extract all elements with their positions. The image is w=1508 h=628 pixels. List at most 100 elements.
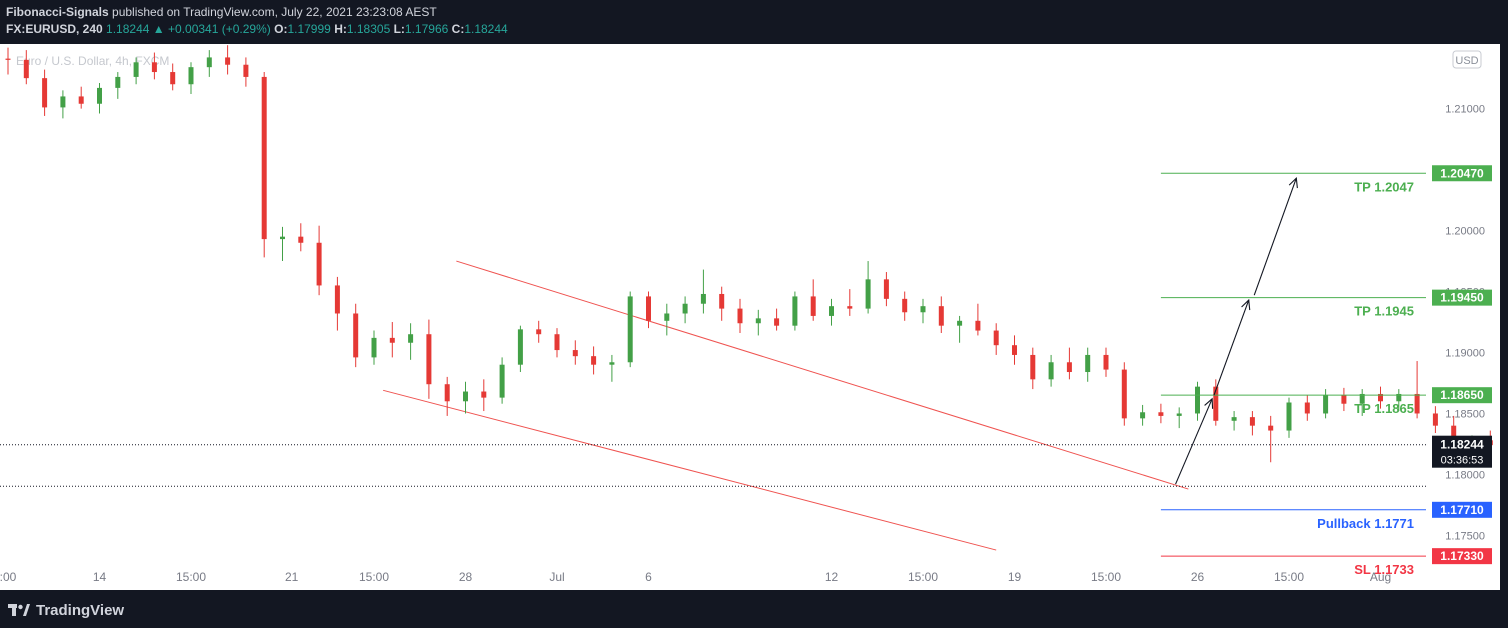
candle-body	[664, 313, 670, 321]
level-label-sl: SL 1.1733	[1354, 562, 1414, 577]
candle-body	[133, 62, 139, 77]
candle-body	[883, 279, 889, 299]
candle-body	[371, 337, 377, 358]
currency-button[interactable]	[1452, 50, 1482, 69]
candle-body	[298, 236, 304, 243]
candle-body	[353, 313, 359, 358]
candle-body	[481, 391, 487, 398]
candle-body	[78, 96, 84, 104]
candle-body	[810, 296, 816, 316]
trend-channel[interactable]	[383, 260, 1189, 551]
candle-body	[700, 293, 706, 304]
tradingview-logo-icon	[8, 604, 30, 616]
candle-body	[957, 320, 963, 326]
tradingview-brand[interactable]: TradingView	[36, 601, 125, 619]
level-label-pullback: Pullback 1.1771	[1317, 516, 1414, 531]
last-value: 1.18244	[106, 22, 150, 36]
candle-body	[243, 64, 249, 77]
projection-arrow	[1253, 177, 1297, 296]
candle-body	[682, 303, 688, 314]
footer: TradingView	[8, 600, 124, 620]
x-tick-label: 14	[93, 570, 107, 584]
candle-body	[737, 308, 743, 324]
candle-body	[1378, 393, 1383, 402]
x-tick-label: :00	[0, 570, 17, 584]
open-label: O:	[274, 22, 288, 36]
candle-body	[1158, 412, 1164, 416]
candle-body	[774, 318, 780, 326]
projection-arrows[interactable]	[1175, 176, 1298, 485]
candle-body	[865, 279, 871, 309]
candle-body	[60, 96, 66, 108]
x-tick-label: Jul	[549, 570, 564, 584]
last-price-marker: 1.18244 03:36:53	[0, 435, 1492, 487]
candle-body	[1213, 386, 1219, 421]
candle-body	[261, 76, 267, 240]
level-axis-tag	[1432, 548, 1492, 565]
x-tick-label: 21	[285, 570, 299, 584]
candle-body	[1030, 354, 1036, 380]
level-axis-value: 1.20470	[1440, 166, 1484, 180]
candle-body	[554, 334, 560, 351]
high-label: H:	[334, 22, 347, 36]
currency-label: USD	[1455, 55, 1478, 67]
candle-body	[1268, 425, 1274, 431]
candle-body	[463, 391, 468, 402]
candle-body	[975, 320, 981, 331]
level-axis-value: 1.18650	[1440, 388, 1484, 402]
last-price-tag	[1432, 435, 1492, 468]
candle-body	[536, 329, 542, 335]
x-tick-labels: :00 14 15:00 21 15:00 28 Jul 6 12 15:00 19 15:00 26 1…	[0, 570, 1391, 584]
candle-body	[1121, 369, 1127, 419]
candle-body	[1012, 345, 1017, 355]
candle-body	[170, 72, 176, 85]
level-axis-value: 1.19450	[1440, 291, 1484, 305]
channel-lower-line	[383, 389, 997, 551]
candle-body	[23, 59, 29, 79]
symbol-info-line: FX:EURUSD, 240 1.18244 ▲ +0.00341 (+0.29…	[6, 22, 508, 36]
candle-body	[1323, 395, 1329, 414]
candlesticks	[5, 45, 1493, 463]
candle-body	[792, 296, 798, 326]
candle-body	[646, 296, 651, 321]
x-tick-label: 15:00	[359, 570, 389, 584]
x-tick-label: 15:00	[176, 570, 206, 584]
candle-body	[97, 87, 102, 104]
y-tick-label: 1.20000	[1445, 226, 1485, 238]
candle-body	[627, 296, 633, 363]
x-tick-label: 15:00	[1091, 570, 1121, 584]
candle-body	[389, 337, 395, 343]
candle-body	[1396, 393, 1402, 402]
candle-body	[591, 356, 597, 365]
candle-body	[1432, 413, 1438, 426]
candle-body	[426, 334, 432, 385]
candle-body	[902, 298, 908, 313]
candle-body	[444, 384, 450, 402]
chart-panel[interactable]: Euro / U.S. Dollar, 4h, FXCM USD 1.21000…	[0, 44, 1500, 590]
plot-area[interactable]	[0, 44, 1426, 590]
price-axis[interactable]	[1426, 44, 1500, 590]
change-arrow-icon: ▲	[152, 22, 165, 36]
candle-body	[993, 330, 999, 346]
channel-upper-line	[456, 260, 1189, 490]
y-tick-label: 1.19000	[1445, 348, 1485, 360]
level-label-tp: TP 1.1945	[1354, 304, 1414, 319]
close-label: C:	[451, 22, 465, 36]
candle-body	[1066, 362, 1072, 373]
candle-body	[1249, 417, 1255, 426]
candle-body	[719, 293, 725, 309]
price-chart[interactable]: Euro / U.S. Dollar, 4h, FXCM USD 1.21000…	[0, 44, 1500, 590]
candle-body	[151, 62, 157, 73]
last-price-value: 1.18244	[1440, 438, 1484, 452]
symbol-text: FX:EURUSD, 240	[6, 22, 103, 36]
x-tick-label: 28	[459, 570, 473, 584]
candle-body	[115, 76, 121, 88]
author-name[interactable]: Fibonacci-Signals	[6, 5, 109, 19]
x-tick-label: 15:00	[908, 570, 938, 584]
low-value: 1.17966	[404, 22, 449, 36]
close-value: 1.18244	[464, 22, 508, 36]
y-tick-label: 1.18500	[1445, 408, 1485, 420]
target-levels[interactable]: TP 1.2047 1.20470 TP 1.1945 1.19450 TP 1.186…	[1160, 165, 1492, 577]
level-axis-value: 1.17330	[1440, 549, 1484, 563]
candle-body	[1414, 393, 1420, 414]
